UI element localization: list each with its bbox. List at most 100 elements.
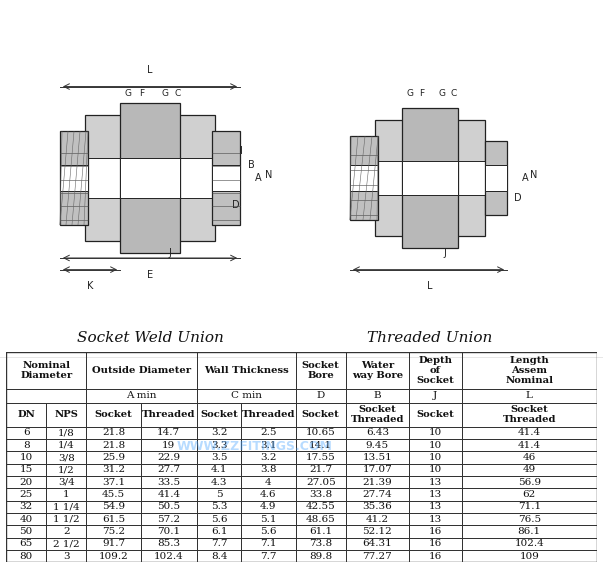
- Bar: [6, 525, 46, 538]
- Text: 6.43: 6.43: [366, 428, 389, 437]
- Bar: [241, 403, 295, 427]
- Bar: [140, 476, 197, 488]
- Bar: [197, 501, 241, 513]
- Text: 85.3: 85.3: [157, 540, 180, 548]
- Bar: [140, 525, 197, 538]
- Text: 25: 25: [19, 490, 33, 499]
- Bar: [212, 165, 240, 191]
- Bar: [346, 525, 409, 538]
- Bar: [140, 452, 197, 463]
- Bar: [462, 538, 597, 550]
- Bar: [46, 463, 86, 476]
- Text: Threaded: Threaded: [242, 410, 295, 419]
- Text: 8: 8: [23, 441, 30, 450]
- Bar: [409, 513, 462, 525]
- Bar: [295, 538, 346, 550]
- Bar: [140, 439, 197, 452]
- Bar: [46, 513, 86, 525]
- Bar: [295, 403, 346, 427]
- Bar: [346, 403, 409, 427]
- Text: B: B: [374, 391, 381, 400]
- Bar: [375, 161, 485, 195]
- Bar: [86, 525, 140, 538]
- Bar: [462, 403, 597, 427]
- Text: 8.4: 8.4: [211, 552, 227, 561]
- Text: L: L: [428, 281, 433, 291]
- Bar: [295, 389, 346, 403]
- Bar: [409, 403, 462, 427]
- Bar: [6, 427, 46, 439]
- Text: 86.1: 86.1: [518, 527, 541, 536]
- Text: 64.31: 64.31: [362, 540, 393, 548]
- Bar: [409, 538, 462, 550]
- Text: 41.4: 41.4: [518, 441, 541, 450]
- Bar: [295, 463, 346, 476]
- Text: Socket
Threaded: Socket Threaded: [502, 405, 556, 424]
- Text: D: D: [514, 193, 522, 203]
- Bar: [462, 513, 597, 525]
- Text: J: J: [433, 391, 437, 400]
- Text: 50.5: 50.5: [157, 502, 180, 511]
- Text: 41.4: 41.4: [518, 428, 541, 437]
- Text: 46: 46: [523, 453, 536, 462]
- Bar: [241, 513, 295, 525]
- Bar: [241, 525, 295, 538]
- Bar: [212, 131, 240, 225]
- Bar: [346, 538, 409, 550]
- Bar: [120, 158, 180, 198]
- Bar: [86, 476, 140, 488]
- Text: G: G: [124, 89, 131, 98]
- Bar: [6, 488, 46, 501]
- Bar: [295, 427, 346, 439]
- Bar: [346, 488, 409, 501]
- Text: 75.2: 75.2: [102, 527, 125, 536]
- Text: I: I: [240, 147, 243, 156]
- Bar: [346, 476, 409, 488]
- Text: 3.3: 3.3: [211, 441, 227, 450]
- Text: Threaded Union: Threaded Union: [367, 331, 493, 345]
- Text: 10: 10: [429, 465, 442, 474]
- Bar: [140, 488, 197, 501]
- Bar: [6, 513, 46, 525]
- Bar: [295, 439, 346, 452]
- Bar: [350, 136, 378, 220]
- Text: 6: 6: [23, 428, 30, 437]
- Text: 1/8: 1/8: [58, 428, 75, 437]
- Text: 27.7: 27.7: [157, 465, 180, 474]
- Bar: [6, 452, 46, 463]
- Text: 7.1: 7.1: [260, 540, 277, 548]
- Text: N: N: [265, 170, 273, 179]
- Bar: [346, 439, 409, 452]
- Bar: [6, 463, 46, 476]
- Text: 10.65: 10.65: [306, 428, 336, 437]
- Text: 49: 49: [523, 465, 536, 474]
- Text: A min: A min: [127, 391, 157, 400]
- Bar: [6, 439, 46, 452]
- Text: 45.5: 45.5: [102, 490, 125, 499]
- Bar: [295, 525, 346, 538]
- Text: F: F: [420, 89, 425, 98]
- Bar: [86, 538, 140, 550]
- Text: 3.1: 3.1: [260, 441, 277, 450]
- Text: 10: 10: [429, 453, 442, 462]
- Bar: [140, 427, 197, 439]
- Bar: [197, 513, 241, 525]
- Text: B: B: [248, 160, 254, 170]
- Text: 33.5: 33.5: [157, 478, 180, 487]
- Bar: [86, 403, 140, 427]
- Bar: [86, 452, 140, 463]
- Text: 20: 20: [19, 478, 33, 487]
- Text: 1/2: 1/2: [58, 465, 75, 474]
- Bar: [197, 538, 241, 550]
- Bar: [6, 476, 46, 488]
- Text: 5.1: 5.1: [260, 515, 277, 524]
- Bar: [197, 525, 241, 538]
- Text: 9.45: 9.45: [366, 441, 389, 450]
- Text: Socket Weld Union: Socket Weld Union: [77, 331, 224, 345]
- Text: G: G: [162, 89, 168, 98]
- Text: 3.2: 3.2: [211, 428, 227, 437]
- Bar: [140, 501, 197, 513]
- Text: A: A: [255, 173, 262, 183]
- Text: 1 1/2: 1 1/2: [53, 515, 80, 524]
- Text: J: J: [444, 248, 446, 258]
